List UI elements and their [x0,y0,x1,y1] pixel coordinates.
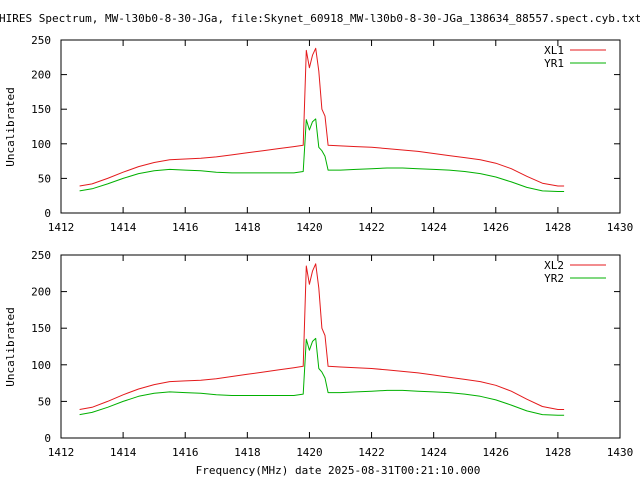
legend-label-xl2: XL2 [544,259,564,272]
x-tick-label: 1416 [172,446,199,459]
chart-panel-1: 0 50 100 150 200 250 1412 1414 1416 1418 1420 1422 1… [4,34,633,234]
x-tick-label: 1420 [296,221,323,234]
chart-panels: 0 50 100 150 200 250 1412 1414 1416 1418 1420 1422 1… [4,34,633,459]
y-tick-label: 50 [38,395,51,408]
x-tick-label: 1422 [358,446,385,459]
x-tick-label: 1424 [420,221,447,234]
y-tick-label: 0 [44,432,51,445]
x-axis-label: Frequency(MHz) date 2025-08-31T00:21:10.… [196,464,481,477]
series-line-xl2 [79,263,565,410]
legend-label-xl1: XL1 [544,44,564,57]
series-line-yr2 [79,337,565,416]
legend-label-yr1: YR1 [544,57,564,70]
x-tick-label: 1422 [358,221,385,234]
x-tick-label: 1414 [110,446,137,459]
y-tick-label: 200 [31,69,51,82]
x-tick-label: 1428 [545,446,572,459]
y-tick-label: 250 [31,249,51,262]
x-tick-label: 1418 [234,221,261,234]
x-tick-label: 1420 [296,446,323,459]
y-tick-label: 250 [31,34,51,47]
x-tick-label: 1426 [483,446,510,459]
x-tick-label: 1414 [110,221,137,234]
y-axis-label: Uncalibrated [4,87,17,166]
y-axis-label: Uncalibrated [4,307,17,386]
y-tick-label: 50 [38,172,51,185]
plot-frame [60,39,621,214]
x-tick-label: 1426 [483,221,510,234]
x-tick-label: 1412 [48,446,75,459]
x-tick-label: 1412 [48,221,75,234]
y-tick-label: 100 [31,138,51,151]
legend-label-yr2: YR2 [544,272,564,285]
series-line-xl1 [79,47,565,187]
x-tick-label: 1430 [607,221,634,234]
series-line-yr1 [79,118,565,192]
y-tick-label: 200 [31,286,51,299]
y-tick-label: 0 [44,207,51,220]
x-tick-label: 1424 [420,446,447,459]
plot-frame [60,254,621,439]
x-tick-label: 1416 [172,221,199,234]
y-tick-label: 100 [31,359,51,372]
figure-title: HIRES Spectrum, MW-l30b0-8-30-JGa, file:… [0,12,640,25]
chart-panel-2: 0 50 100 150 200 250 1412 1414 1416 1418 1420 1422 1… [4,249,633,459]
x-tick-label: 1418 [234,446,261,459]
x-tick-label: 1428 [545,221,572,234]
y-tick-label: 150 [31,322,51,335]
y-tick-label: 150 [31,103,51,116]
x-tick-label: 1430 [607,446,634,459]
